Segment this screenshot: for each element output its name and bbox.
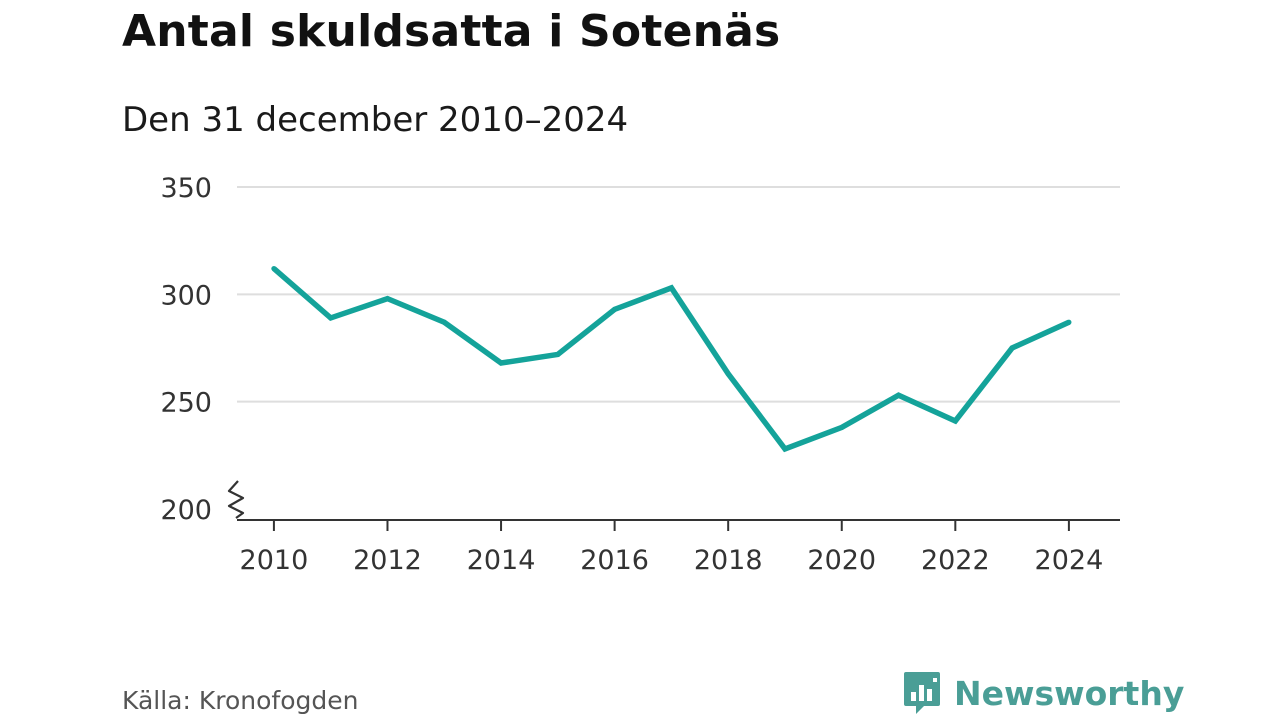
- data-point-2014: [498, 360, 504, 366]
- data-point-2016: [612, 306, 618, 312]
- source-note: Källa: Kronofogden: [122, 686, 359, 715]
- series-layer: [271, 265, 1072, 453]
- x-tick-label-2020: 2020: [807, 545, 876, 576]
- bar-chart-logo-icon: [904, 672, 940, 714]
- y-axis-ticks: 200 250 300 350: [160, 173, 212, 526]
- chart-subtitle: Den 31 december 2010–2024: [122, 100, 629, 140]
- data-point-2020: [839, 424, 845, 431]
- data-point-2023: [1009, 345, 1015, 351]
- brand-name: Newsworthy: [954, 673, 1185, 713]
- x-axis-ticks: 2010 2012 2014 2016 2018 2020 2022 2024: [240, 520, 1104, 576]
- data-point-2021: [895, 392, 902, 398]
- y-tick-label-200: 200: [160, 495, 212, 526]
- data-point-2024: [1066, 319, 1072, 325]
- brand-logo: Newsworthy: [902, 670, 1184, 716]
- data-point-2011: [328, 315, 334, 321]
- data-point-2013: [441, 319, 447, 325]
- x-tick-label-2012: 2012: [353, 545, 422, 576]
- data-point-2022: [952, 418, 958, 424]
- data-point-2017: [668, 285, 675, 291]
- x-tick-label-2010: 2010: [240, 545, 309, 576]
- data-point-2012: [384, 296, 391, 302]
- y-tick-label-300: 300: [160, 280, 212, 311]
- axis-break-icon: [227, 480, 245, 519]
- y-tick-label-350: 350: [160, 173, 212, 204]
- x-tick-label-2024: 2024: [1035, 545, 1104, 576]
- x-tick-label-2016: 2016: [580, 545, 649, 576]
- series-line-0: [272, 266, 1071, 453]
- data-point-2010: [271, 265, 277, 272]
- x-tick-label-2018: 2018: [694, 545, 763, 576]
- data-point-2015: [555, 351, 561, 358]
- data-point-2019: [782, 446, 788, 452]
- x-tick-label-2022: 2022: [921, 545, 990, 576]
- y-tick-label-250: 250: [160, 388, 212, 419]
- x-axis: [227, 480, 1120, 521]
- x-tick-label-2014: 2014: [467, 545, 536, 576]
- chart-title: Antal skuldsatta i Sotenäs: [122, 6, 781, 57]
- data-point-2018: [725, 371, 731, 377]
